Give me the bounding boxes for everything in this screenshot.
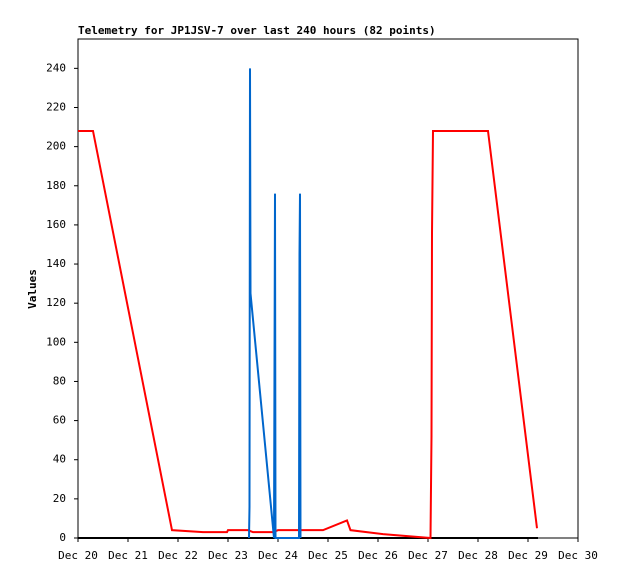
x-tick-label: Dec 30 [558,549,598,562]
x-tick-label: Dec 24 [258,549,298,562]
x-tick-label: Dec 28 [458,549,498,562]
x-tick-label: Dec 23 [208,549,248,562]
y-tick-label: 80 [53,374,66,387]
y-tick-label: 100 [46,335,66,348]
x-tick-label: Dec 20 [58,549,98,562]
x-tick-label: Dec 25 [308,549,348,562]
y-tick-label: 200 [46,140,66,153]
x-tick-label: Dec 27 [408,549,448,562]
y-axis-label: Values [26,269,39,309]
y-tick-label: 20 [53,492,66,505]
y-tick-label: 120 [46,296,66,309]
y-tick-label: 160 [46,218,66,231]
y-tick-label: 60 [53,414,66,427]
series-line [248,68,302,539]
x-tick-label: Dec 21 [108,549,148,562]
x-tick-label: Dec 26 [358,549,398,562]
x-tick-label: Dec 22 [158,549,198,562]
x-tick-label: Dec 29 [508,549,548,562]
y-tick-label: 40 [53,453,66,466]
y-tick-label: 240 [46,61,66,74]
y-tick-label: 220 [46,100,66,113]
y-tick-label: 0 [59,531,66,544]
chart-title: Telemetry for JP1JSV-7 over last 240 hou… [78,24,436,37]
y-tick-label: 180 [46,179,66,192]
y-tick-label: 140 [46,257,66,270]
